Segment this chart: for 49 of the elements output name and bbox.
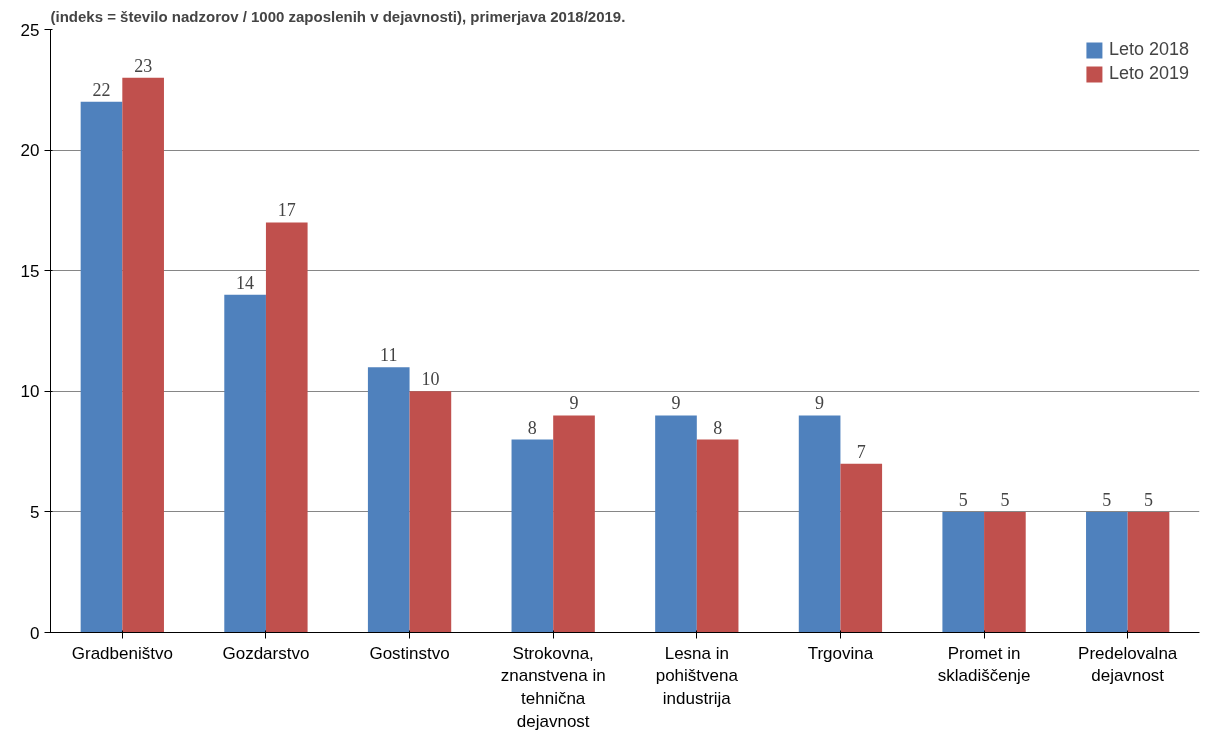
x-tick-label: Lesna in pohištvena industrija — [655, 643, 739, 709]
bar — [1127, 511, 1170, 633]
bar — [80, 101, 123, 633]
data-label: 5 — [1102, 489, 1112, 510]
y-tick-label: 5 — [30, 502, 40, 522]
bar — [798, 415, 841, 633]
bar — [655, 415, 697, 633]
legend-label: Leto 2019 — [1108, 63, 1189, 84]
data-label: 8 — [527, 417, 537, 438]
x-tick-label: Gozdarstvo — [222, 643, 310, 663]
data-label: 17 — [277, 200, 296, 221]
bar — [265, 222, 308, 633]
y-tick-label: 15 — [20, 261, 40, 281]
x-tick-label: Promet in skladiščenje — [937, 643, 1031, 686]
x-tick-label: Predelovalna dejavnost — [1078, 643, 1178, 686]
bar — [984, 511, 1026, 633]
data-label: 9 — [671, 393, 681, 414]
bar — [553, 415, 595, 633]
data-label: 10 — [421, 369, 440, 390]
data-label: 11 — [380, 345, 398, 366]
y-tick-label: 0 — [30, 623, 40, 643]
x-tick-label: Gradbeništvo — [71, 643, 173, 663]
bar — [224, 294, 266, 633]
y-tick-label: 10 — [20, 382, 40, 402]
x-tick-label: Strokovna, znanstvena in tehnična dejavnost — [500, 643, 606, 731]
data-label: 8 — [713, 417, 723, 438]
chart-title: (indeks = število nadzorov / 1000 zaposlenih v dejavnosti), primerjava 2018/2019. — [50, 7, 626, 25]
y-tick-label: 25 — [20, 20, 40, 40]
bar — [1086, 511, 1128, 633]
legend-label: Leto 2018 — [1108, 39, 1189, 60]
bar — [367, 367, 410, 633]
x-tick-label: Trgovina — [807, 643, 874, 663]
bar — [942, 511, 985, 633]
bar — [696, 439, 739, 633]
bar — [122, 77, 164, 633]
x-tick-label: Gostinstvo — [369, 643, 450, 663]
data-label: 5 — [1144, 489, 1154, 510]
data-label: 9 — [815, 393, 825, 414]
data-label: 9 — [569, 393, 579, 414]
y-tick-label: 20 — [20, 141, 40, 161]
bar — [840, 463, 883, 633]
data-label: 22 — [92, 79, 111, 100]
data-label: 14 — [236, 272, 255, 293]
data-label: 23 — [134, 55, 153, 76]
data-label: 7 — [856, 441, 866, 462]
data-label: 5 — [958, 489, 968, 510]
bar — [409, 391, 452, 633]
bar — [511, 439, 554, 633]
data-label: 5 — [1000, 489, 1010, 510]
